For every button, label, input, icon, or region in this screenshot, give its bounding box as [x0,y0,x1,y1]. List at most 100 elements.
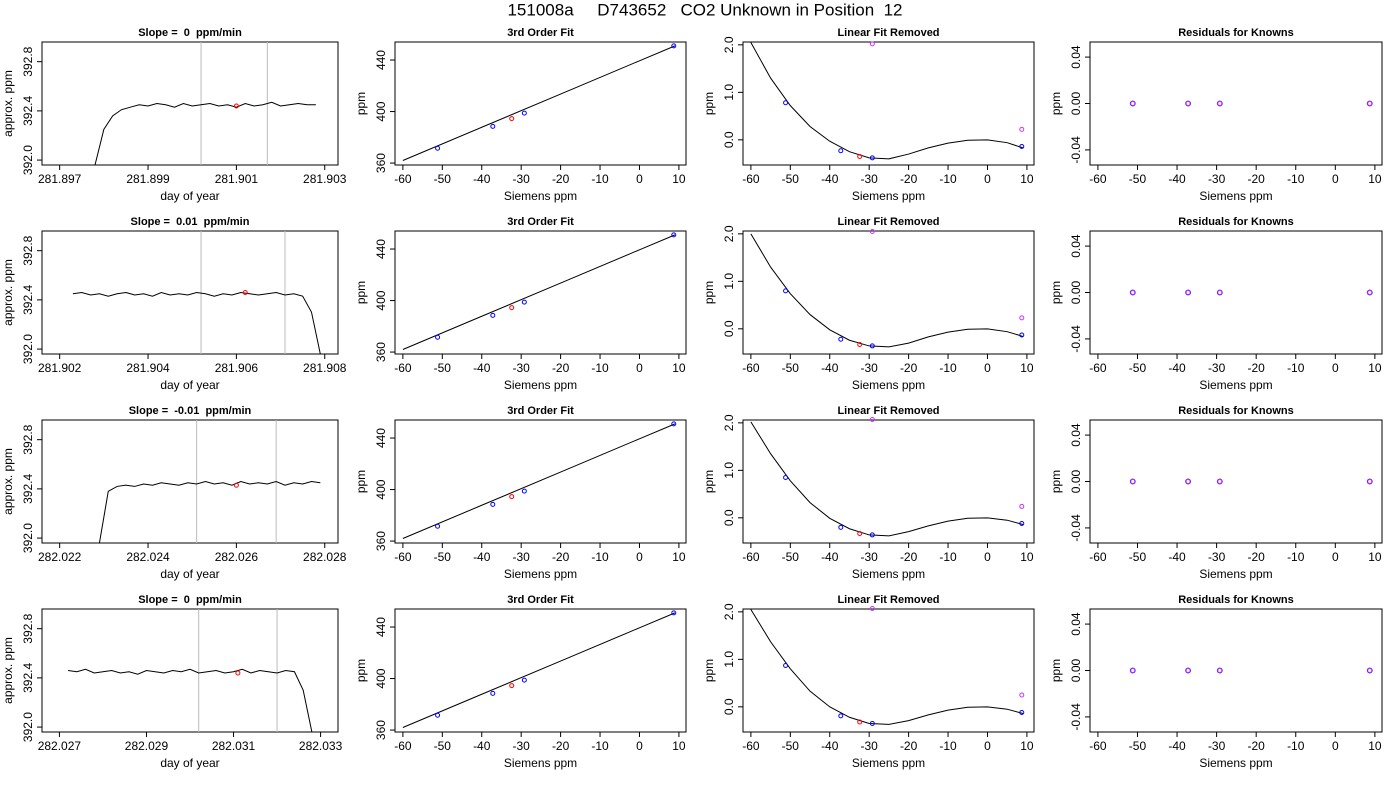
data-point [869,155,875,161]
x-tick-label: -40 [473,550,491,564]
plot-frame [742,608,1035,733]
x-axis-label: day of year [160,756,219,770]
panel-title: Residuals for Knowns [1178,216,1294,228]
x-tick-label: 282.028 [303,550,347,564]
x-tick-label: -60 [394,172,412,186]
y-tick-label: 2.0 [722,36,736,53]
y-tick-label: 392.0 [21,145,35,175]
data-point [1130,479,1136,484]
x-axis-label: Siemens ppm [1199,567,1272,581]
panel-title: Linear Fit Removed [837,405,939,417]
y-tick-label: -0.04 [1069,136,1083,164]
x-tick-label: 281.903 [303,172,347,186]
x-tick-label: -20 [1248,550,1266,564]
panel-title: 3rd Order Fit [507,405,574,417]
data-point [857,342,863,348]
y-tick-label: 392.4 [21,96,35,126]
data-point [490,123,496,129]
data-point [490,501,496,507]
y-tick-label: 0.0 [722,320,736,337]
data-point [857,719,863,725]
y-tick-label: 440 [374,428,388,448]
x-tick-label: -20 [900,550,918,564]
x-tick-label: -20 [552,739,570,753]
x-axis-label: Siemens ppm [504,756,577,770]
x-tick-label: 0 [1332,172,1339,186]
x-tick-label: -60 [1089,739,1107,753]
y-axis-label: approx. ppm [1,70,15,137]
data-point [521,299,527,305]
data-point [869,606,875,612]
x-tick-label: -50 [434,550,452,564]
x-tick-label: -30 [1208,739,1226,753]
data-point [838,148,844,154]
y-tick-label: 360 [374,153,388,173]
y-tick-label: 2.0 [722,225,736,242]
y-tick-label: 392.0 [21,712,35,742]
x-tick-label: -10 [939,361,957,375]
data-point [521,488,527,494]
x-axis-label: day of year [160,189,219,203]
x-tick-label: -50 [1129,172,1147,186]
x-tick-label: 10 [672,361,686,375]
data-point [1367,290,1373,295]
x-tick-label: 10 [1368,550,1382,564]
figure-title: 151008a D743652 CO2 Unknown in Position … [507,0,902,19]
x-tick-label: -30 [861,550,879,564]
y-axis-label: ppm [354,659,368,682]
x-tick-label: 281.897 [38,172,82,186]
data-point [1019,503,1025,509]
y-tick-label: 392.8 [21,424,35,454]
panel-title: Residuals for Knowns [1178,27,1294,39]
x-tick-label: -40 [473,172,491,186]
data-point [1185,290,1191,295]
y-axis-label: ppm [702,659,716,682]
panel-title: 3rd Order Fit [507,27,574,39]
y-tick-label: 0.04 [1069,234,1083,258]
x-tick-label: 282.033 [299,739,343,753]
data-point [1367,668,1373,673]
y-tick-label: 0.04 [1069,612,1083,636]
data-point [838,524,844,530]
x-tick-label: -60 [742,739,760,753]
data-point [509,683,515,689]
x-tick-label: 0 [984,172,991,186]
y-axis-label: ppm [354,92,368,115]
y-tick-label: 1.0 [722,462,736,479]
data-point [671,610,677,616]
data-point [233,103,239,109]
y-tick-label: 400 [374,290,388,310]
y-tick-label: 392.4 [21,285,35,315]
data-point [783,474,789,480]
x-axis-label: Siemens ppm [1199,378,1272,392]
panel-title: Slope = 0 ppm/min [138,594,242,606]
x-tick-label: 281.899 [126,172,170,186]
x-tick-label: -50 [782,739,800,753]
y-tick-label: 1.0 [722,84,736,101]
plot-frame [41,230,339,355]
y-tick-label: 0.00 [1069,280,1083,304]
data-point [509,494,515,500]
plot-frame [394,41,687,166]
plot-frame [1089,608,1383,733]
x-tick-label: -40 [821,172,839,186]
x-tick-label: -60 [394,550,412,564]
y-tick-label: 1.0 [722,273,736,290]
y-tick-label: 360 [374,720,388,740]
data-point [435,712,441,718]
data-point [857,153,863,159]
data-point [783,663,789,669]
y-tick-label: 0.00 [1069,469,1083,493]
x-tick-label: -10 [1287,550,1305,564]
x-axis-label: Siemens ppm [852,756,925,770]
y-tick-label: 400 [374,479,388,499]
data-point [1185,101,1191,106]
data-point [1019,315,1025,321]
x-tick-label: 281.902 [38,361,82,375]
data-point [671,232,677,238]
x-tick-label: 0 [1332,739,1339,753]
data-point [1367,101,1373,106]
data-point [509,116,515,122]
x-tick-label: -30 [861,172,879,186]
